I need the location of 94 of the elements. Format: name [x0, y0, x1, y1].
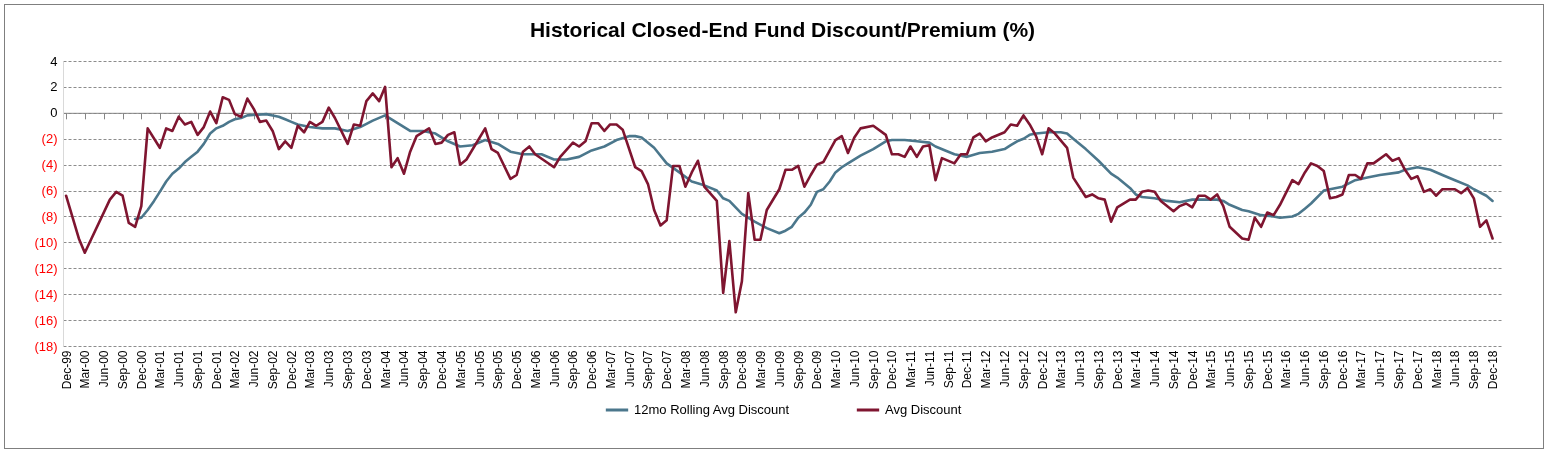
x-tick-label: Mar-03	[303, 350, 318, 389]
x-tick-label: Mar-08	[678, 350, 693, 389]
x-tick-label: Dec-03	[359, 350, 374, 390]
x-tick-label: Sep-13	[1092, 350, 1107, 390]
x-tick-label: Mar-07	[603, 350, 618, 389]
x-tick-label: Jun-12	[998, 350, 1013, 388]
x-tick-label: Mar-18	[1429, 350, 1444, 389]
y-tick-label: (14)	[34, 286, 58, 302]
x-tick-label: Jun-00	[97, 350, 112, 388]
x-tick-label: Mar-14	[1129, 350, 1144, 389]
x-tick-label: Dec-16	[1336, 350, 1350, 390]
x-tick-label: Dec-04	[435, 350, 450, 390]
x-tick-label: Sep-02	[266, 350, 281, 390]
x-tick-label: Dec-02	[284, 350, 299, 390]
y-tick-label: (8)	[41, 208, 58, 224]
x-tick-label: Sep-11	[941, 350, 956, 389]
x-tick-label: Jun-13	[1073, 350, 1088, 388]
x-tick-label: Sep-09	[791, 350, 806, 390]
x-tick-label: Mar-01	[153, 350, 168, 389]
x-tick-label: Mar-12	[979, 350, 994, 389]
x-tick-label: Mar-09	[753, 350, 768, 389]
x-tick-label: Dec-13	[1110, 350, 1125, 390]
x-tick-label: Jun-05	[472, 350, 487, 388]
x-tick-label: Mar-05	[453, 350, 468, 389]
x-tick-label: Jun-15	[1223, 350, 1238, 388]
x-tick-label: Dec-06	[585, 350, 600, 390]
x-tick-label: Sep-12	[1017, 350, 1031, 390]
y-tick-label: (18)	[34, 338, 58, 354]
x-tick-label: Mar-02	[228, 350, 243, 389]
x-tick-label: Dec-00	[134, 350, 149, 390]
x-tick-label: Jun-09	[772, 350, 787, 388]
x-tick-label: Sep-17	[1392, 350, 1407, 390]
x-tick-label: Dec-12	[1035, 350, 1050, 390]
x-tick-label: Mar-06	[528, 350, 543, 389]
x-tick-label: Jun-10	[847, 350, 862, 388]
y-tick-label: (10)	[34, 234, 58, 250]
x-tick-label: Sep-01	[191, 350, 206, 390]
x-tick-label: Sep-06	[566, 350, 581, 390]
x-tick-label: Jun-02	[247, 350, 262, 388]
x-tick-label: Dec-08	[735, 350, 750, 390]
x-tick-label: Dec-05	[510, 350, 525, 390]
x-tick-label: Mar-15	[1204, 350, 1219, 389]
y-tick-label: 2	[50, 79, 58, 95]
x-tick-label: Sep-16	[1317, 350, 1332, 390]
y-tick-label: (2)	[41, 131, 58, 147]
x-tick-label: Sep-10	[866, 350, 881, 390]
x-tick-label: Jun-08	[697, 350, 712, 388]
y-tick-label: 0	[50, 105, 58, 121]
x-tick-label: Jun-07	[622, 350, 637, 388]
x-tick-label: Dec-18	[1486, 350, 1501, 390]
y-tick-label: 4	[50, 53, 58, 69]
x-tick-label: Sep-18	[1467, 350, 1482, 390]
y-tick-label: (4)	[41, 157, 58, 173]
x-tick-label: Mar-04	[378, 350, 393, 389]
x-tick-label: Mar-16	[1279, 350, 1294, 389]
x-tick-label: Sep-03	[341, 350, 356, 390]
x-tick-label: Dec-07	[660, 350, 675, 390]
y-tick-label: (12)	[34, 260, 58, 276]
x-tick-label: Dec-99	[59, 350, 74, 390]
x-tick-label: Jun-18	[1448, 350, 1463, 388]
x-tick-label: Mar-00	[78, 350, 93, 389]
x-tick-label: Dec-01	[209, 350, 224, 390]
y-tick-label: (6)	[41, 183, 58, 199]
x-tick-label: Jun-04	[397, 350, 412, 388]
legend-label: Avg Discount	[885, 402, 962, 417]
x-tick-label: Sep-07	[641, 350, 656, 390]
x-tick-label: Dec-09	[810, 350, 825, 390]
x-tick-label: Jun-01	[172, 350, 187, 388]
x-tick-label: Dec-15	[1260, 350, 1275, 390]
x-tick-label: Sep-08	[716, 350, 731, 390]
x-tick-label: Mar-13	[1054, 350, 1069, 389]
x-tick-label: Jun-03	[322, 350, 337, 388]
x-tick-label: Mar-17	[1354, 350, 1369, 389]
x-tick-label: Mar-10	[828, 350, 843, 389]
x-tick-label: Sep-04	[416, 350, 431, 390]
x-tick-label: Sep-05	[491, 350, 506, 390]
x-tick-label: Jun-06	[547, 350, 562, 388]
line-series	[64, 85, 1494, 314]
x-tick-label: Jun-16	[1298, 350, 1313, 388]
x-tick-label: Sep-15	[1242, 350, 1257, 390]
y-tick-label: (16)	[34, 312, 58, 328]
x-tick-label: Dec-11	[960, 350, 975, 389]
x-tick-label: Dec-14	[1185, 350, 1200, 390]
x-tick-label: Sep-00	[116, 350, 131, 390]
x-tick-label: Jun-17	[1373, 350, 1388, 388]
x-tick-label: Mar-11	[903, 350, 918, 388]
legend-label: 12mo Rolling Avg Discount	[634, 402, 790, 417]
x-tick-label: Dec-10	[885, 350, 900, 390]
chart-title: Historical Closed-End Fund Discount/Premium (%)	[529, 18, 1036, 41]
x-tick-label: Sep-14	[1167, 350, 1182, 390]
x-tick-label: Jun-11	[922, 350, 937, 387]
line-series	[133, 112, 1494, 235]
x-tick-label: Jun-14	[1148, 350, 1163, 388]
x-tick-label: Dec-17	[1411, 350, 1426, 390]
